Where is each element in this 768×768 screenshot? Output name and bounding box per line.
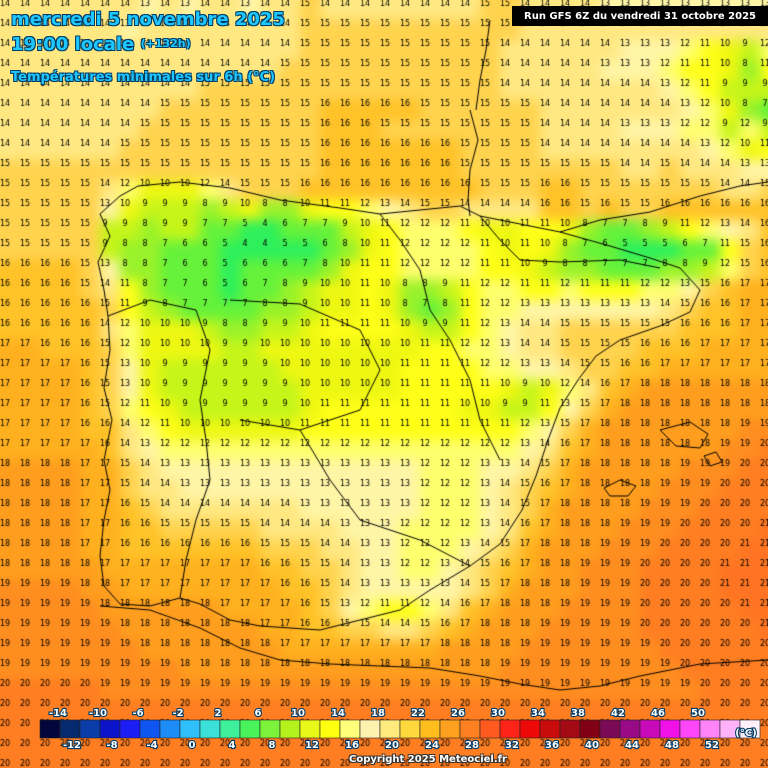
legend-bottom-label: 12 — [305, 740, 319, 751]
legend-swatch — [39, 719, 61, 739]
legend-swatch — [639, 719, 661, 739]
legend-top-label: 34 — [531, 708, 545, 719]
legend-swatch — [279, 719, 301, 739]
legend-top-label: 6 — [255, 708, 262, 719]
legend-top-label: 38 — [571, 708, 585, 719]
legend-bottom-label: 28 — [465, 740, 479, 751]
legend-top-label: 26 — [451, 708, 465, 719]
legend-swatch — [499, 719, 521, 739]
legend-top-label: -14 — [49, 708, 67, 719]
legend-bottom-label: 32 — [505, 740, 519, 751]
legend-top-label: 50 — [691, 708, 705, 719]
legend-bottom-label: 52 — [705, 740, 719, 751]
legend-swatch — [159, 719, 181, 739]
legend-top-label: -2 — [172, 708, 183, 719]
lead-time: (+132h) — [140, 37, 191, 50]
legend-swatch — [339, 719, 361, 739]
forecast-time: 19:00 locale (+132h) — [11, 34, 191, 55]
legend-bottom-label: 16 — [345, 740, 359, 751]
legend-swatch — [699, 719, 721, 739]
forecast-date: mercredi 5 novembre 2025 — [11, 9, 285, 30]
legend-swatch — [579, 719, 601, 739]
legend-swatch — [219, 719, 241, 739]
parameter-title: Températures minimales sur 6h (°C) — [11, 70, 276, 85]
legend-swatch — [299, 719, 321, 739]
legend-bottom-label: 40 — [585, 740, 599, 751]
legend-swatch — [659, 719, 681, 739]
legend-bottom-label: 0 — [189, 740, 196, 751]
legend-swatch — [79, 719, 101, 739]
copyright: Copyright 2025 Meteociel.fr — [349, 754, 507, 765]
legend-swatch — [359, 719, 381, 739]
legend-swatch — [259, 719, 281, 739]
run-info-box: Run GFS 6Z du vendredi 31 octobre 2025 — [512, 6, 768, 26]
legend-swatch — [199, 719, 221, 739]
legend-top-label: 46 — [651, 708, 665, 719]
legend-top-label: 14 — [331, 708, 345, 719]
legend-swatch — [439, 719, 461, 739]
legend-bottom-label: 4 — [229, 740, 236, 751]
legend-swatch — [459, 719, 481, 739]
legend-top-label: 18 — [371, 708, 385, 719]
legend-bottom-label: -12 — [63, 740, 81, 751]
legend-swatch — [679, 719, 701, 739]
legend-swatch — [179, 719, 201, 739]
legend-swatch — [519, 719, 541, 739]
legend-top-label: 22 — [411, 708, 425, 719]
legend-bottom-label: 20 — [385, 740, 399, 751]
legend-swatch — [399, 719, 421, 739]
legend-swatch — [599, 719, 621, 739]
legend-top-label: 30 — [491, 708, 505, 719]
legend-bottom-label: 8 — [269, 740, 276, 751]
legend-bottom-label: -4 — [146, 740, 157, 751]
legend-swatch — [139, 719, 161, 739]
legend-swatch — [59, 719, 81, 739]
legend-bottom-label: 48 — [665, 740, 679, 751]
legend-swatch — [619, 719, 641, 739]
run-info: Run GFS 6Z du vendredi 31 octobre 2025 — [524, 10, 756, 22]
legend-swatch — [739, 719, 761, 739]
forecast-time-label: 19:00 locale — [11, 34, 135, 55]
legend-top-label: -6 — [132, 708, 143, 719]
legend-top-label: 10 — [291, 708, 305, 719]
legend-swatch — [379, 719, 401, 739]
legend-swatch — [479, 719, 501, 739]
legend-swatch — [119, 719, 141, 739]
legend-swatch — [319, 719, 341, 739]
legend-top-label: 2 — [215, 708, 222, 719]
legend-bottom-label: 24 — [425, 740, 439, 751]
legend-unit: (°C) — [735, 728, 756, 739]
legend-swatch — [539, 719, 561, 739]
legend-swatch — [99, 719, 121, 739]
legend-bottom-label: -8 — [106, 740, 117, 751]
legend-top-label: 42 — [611, 708, 625, 719]
legend-top-label: -10 — [89, 708, 107, 719]
legend-swatch — [239, 719, 261, 739]
legend-swatch — [559, 719, 581, 739]
legend-swatch — [419, 719, 441, 739]
legend-bottom-label: 36 — [545, 740, 559, 751]
legend-bottom-label: 44 — [625, 740, 639, 751]
